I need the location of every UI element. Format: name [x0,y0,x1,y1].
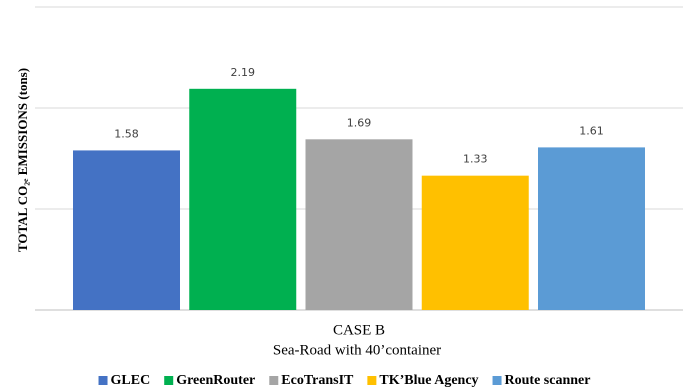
legend-label: GLEC [111,373,151,388]
legend-swatch [269,376,279,385]
value-label: 1.58 [114,127,139,140]
legend-label: Route scanner [505,373,591,388]
bar [421,175,529,310]
legend-label: GreenRouter [176,373,255,388]
bar [189,88,297,310]
x-axis-label: Sea-Road with 40’container [273,342,441,358]
legend-label: TK’Blue Agency [379,373,478,388]
y-axis-label: TOTAL CO₂ₑ EMISSIONS (tons) [15,68,30,252]
legend-swatch [367,376,377,385]
value-label: 1.69 [347,116,372,129]
value-label: 1.61 [579,124,604,137]
bar [538,147,645,310]
legend-label: EcoTransIT [281,373,354,388]
bar [73,150,180,310]
legend-swatch [98,376,108,385]
value-label: 2.19 [231,66,256,79]
bar [305,139,413,310]
value-label: 1.33 [463,153,488,166]
legend-swatch [492,376,502,385]
legend-swatch [164,376,174,385]
x-tick-label: CASE B [333,322,385,338]
